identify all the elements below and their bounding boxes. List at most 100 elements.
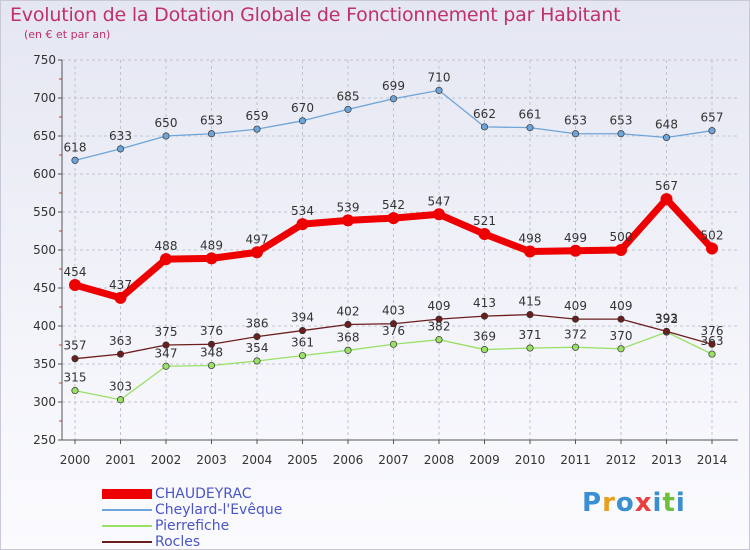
data-label: 392 (655, 312, 678, 326)
legend-label: Cheylard-l'Evêque (155, 502, 283, 518)
data-label: 369 (473, 330, 496, 344)
data-point (615, 244, 627, 256)
data-label: 662 (473, 107, 496, 121)
data-label: 303 (109, 380, 132, 394)
legend-swatch (102, 489, 152, 499)
data-point (662, 133, 671, 142)
data-point (116, 350, 125, 358)
data-point (480, 312, 489, 320)
data-point (526, 124, 534, 132)
chart-subtitle: (en € et par an) (24, 28, 111, 41)
data-point (298, 117, 307, 125)
x-tick-label: 2010 (515, 453, 546, 467)
data-point (571, 343, 580, 351)
data-point (251, 246, 263, 259)
data-point (116, 396, 125, 404)
data-label: 539 (337, 200, 360, 214)
data-point (207, 361, 216, 370)
data-label: 653 (200, 114, 223, 128)
data-label: 409 (428, 299, 451, 313)
x-tick-label: 2002 (151, 453, 182, 467)
data-point (526, 344, 534, 352)
data-label: 368 (337, 330, 360, 344)
data-point (524, 245, 536, 258)
data-label: 363 (109, 334, 132, 348)
data-point (526, 311, 534, 319)
x-tick-label: 2008 (424, 453, 455, 467)
data-label: 357 (64, 339, 87, 353)
data-label: 498 (519, 232, 542, 246)
data-label: 502 (701, 228, 724, 242)
data-label: 409 (564, 299, 587, 313)
legend-label: CHAUDEYRAC (155, 486, 252, 502)
data-point (389, 340, 398, 348)
data-label: 650 (155, 116, 178, 130)
data-label: 521 (473, 214, 496, 228)
data-label: 633 (109, 129, 132, 143)
y-tick-label: 650 (33, 129, 56, 143)
data-point (298, 327, 307, 335)
data-label: 375 (155, 325, 178, 339)
data-point (569, 244, 582, 257)
data-point (207, 340, 216, 348)
data-point (435, 336, 443, 344)
x-tick-label: 2000 (60, 453, 91, 467)
data-label: 393 (655, 311, 678, 325)
data-point (662, 327, 671, 335)
data-label: 648 (655, 118, 678, 132)
data-label: 685 (337, 89, 360, 103)
data-label: 409 (610, 299, 633, 313)
data-point (660, 193, 673, 206)
data-point (344, 320, 352, 329)
data-label: 403 (382, 304, 405, 318)
data-point (162, 341, 170, 349)
x-tick-label: 2009 (469, 453, 500, 467)
legend-label: Pierrefiche (155, 518, 230, 534)
data-label: 376 (701, 324, 724, 338)
x-tick-label: 2006 (333, 453, 364, 467)
y-tick-label: 500 (33, 243, 56, 257)
data-point (617, 345, 625, 353)
data-label: 710 (428, 70, 451, 84)
x-tick-label: 2005 (287, 453, 318, 467)
data-label: 315 (64, 371, 87, 385)
data-point (706, 242, 718, 255)
data-point (116, 145, 125, 153)
data-label: 618 (64, 140, 87, 154)
data-label: 567 (655, 179, 678, 193)
x-tick-label: 2011 (560, 453, 591, 467)
legend-swatch (102, 541, 152, 543)
x-tick-label: 2001 (105, 453, 136, 467)
data-point (617, 315, 625, 323)
legend-label: Rocles (155, 534, 201, 550)
data-label: 534 (291, 204, 314, 218)
y-tick-label: 250 (33, 433, 56, 447)
data-point (162, 362, 170, 370)
x-tick-label: 2013 (651, 453, 682, 467)
data-label: 547 (428, 194, 451, 208)
y-tick-label: 750 (33, 53, 56, 67)
data-point (71, 156, 79, 164)
data-point (296, 218, 309, 231)
data-point (162, 132, 170, 140)
y-tick-label: 300 (33, 395, 56, 409)
y-tick-label: 700 (33, 91, 56, 105)
data-label: 376 (200, 324, 223, 338)
data-point (69, 278, 81, 291)
data-point (387, 212, 400, 225)
data-point (480, 346, 489, 354)
data-label: 499 (564, 231, 587, 245)
data-label: 370 (610, 329, 633, 343)
y-tick-label: 550 (33, 205, 56, 219)
data-point (708, 127, 716, 135)
data-point (253, 333, 261, 341)
data-point (478, 228, 491, 241)
y-tick-label: 350 (33, 357, 56, 371)
data-point (205, 252, 218, 265)
x-tick-label: 2003 (196, 453, 227, 467)
data-label: 454 (64, 265, 87, 279)
data-label: 661 (519, 108, 542, 122)
data-point (571, 130, 580, 138)
data-point (298, 352, 307, 360)
